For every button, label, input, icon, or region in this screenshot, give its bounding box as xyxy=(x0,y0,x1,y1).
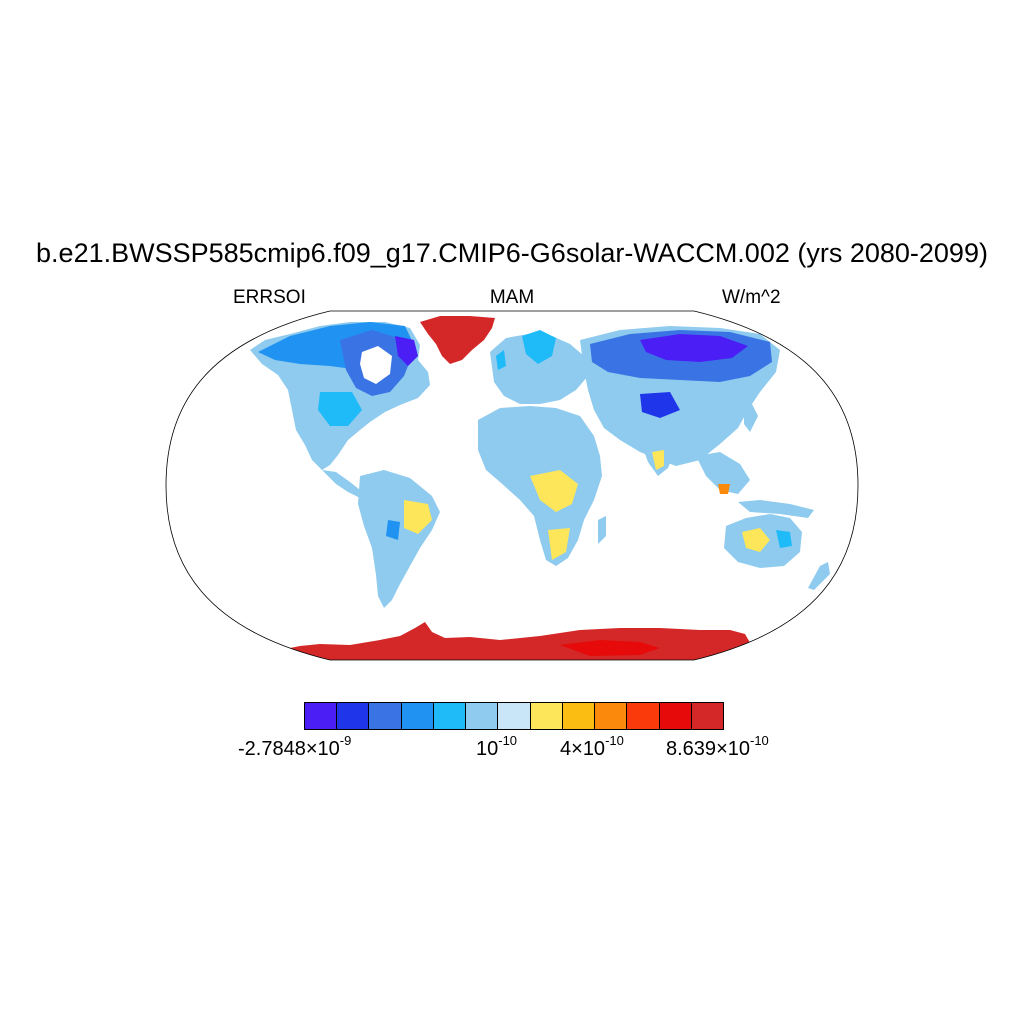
variable-label: ERRSOI xyxy=(233,287,306,308)
india-yellow xyxy=(652,450,664,470)
colorbar-box-2 xyxy=(369,703,402,729)
colorbar-box-7 xyxy=(530,703,563,729)
colorbar-box-10 xyxy=(627,703,660,729)
southeast-asia-warm xyxy=(718,484,730,494)
antarctica-peak xyxy=(560,640,660,656)
canada-deep-blue xyxy=(395,336,418,366)
australia-yellow xyxy=(742,528,770,552)
season-label: MAM xyxy=(489,287,535,308)
colorbar-box-9 xyxy=(595,703,628,729)
madagascar xyxy=(598,516,606,544)
colorbar-box-4 xyxy=(433,703,467,729)
colorbar-box-0 xyxy=(305,703,338,729)
south-america-yellow xyxy=(404,500,432,534)
colorbar-box-1 xyxy=(337,703,370,729)
colorbar-label-min: -2.7848×10-9 xyxy=(238,733,352,760)
africa-south-yellow xyxy=(548,528,570,560)
new-zealand xyxy=(808,562,830,590)
africa-yellow-band xyxy=(530,470,578,512)
colorbar-box-6 xyxy=(498,703,531,729)
japan xyxy=(744,404,758,432)
colorbar-label-2: 10-10 xyxy=(476,733,518,760)
europe xyxy=(490,334,588,404)
colorbar-box-8 xyxy=(562,703,596,729)
australia-blue xyxy=(776,530,792,548)
uk xyxy=(496,350,506,370)
colorbar-box-3 xyxy=(401,703,434,729)
colorbar-box-11 xyxy=(659,703,692,729)
central-asia-blue xyxy=(640,392,680,418)
greenland xyxy=(420,316,495,364)
colorbar-box-5 xyxy=(466,703,499,729)
indonesia xyxy=(738,500,814,518)
scandinavia xyxy=(522,330,556,364)
map-outline xyxy=(165,310,859,661)
south-america-blue xyxy=(386,520,400,540)
colorbar-label-3: 4×10-10 xyxy=(560,733,624,760)
southeast-asia xyxy=(696,452,750,494)
central-america xyxy=(322,470,368,498)
colorbar xyxy=(304,702,724,730)
us-east-patch xyxy=(318,392,362,426)
colorbar-label-max: 8.639×10-10 xyxy=(666,733,769,760)
colorbar-box-12 xyxy=(691,703,724,729)
units-label: W/m^2 xyxy=(722,287,781,308)
hudson-bay xyxy=(360,346,392,384)
siberia-deepest xyxy=(640,334,748,362)
plot-title: b.e21.BWSSP585cmip6.f09_g17.CMIP6-G6sola… xyxy=(36,238,988,268)
iceland xyxy=(470,332,484,342)
